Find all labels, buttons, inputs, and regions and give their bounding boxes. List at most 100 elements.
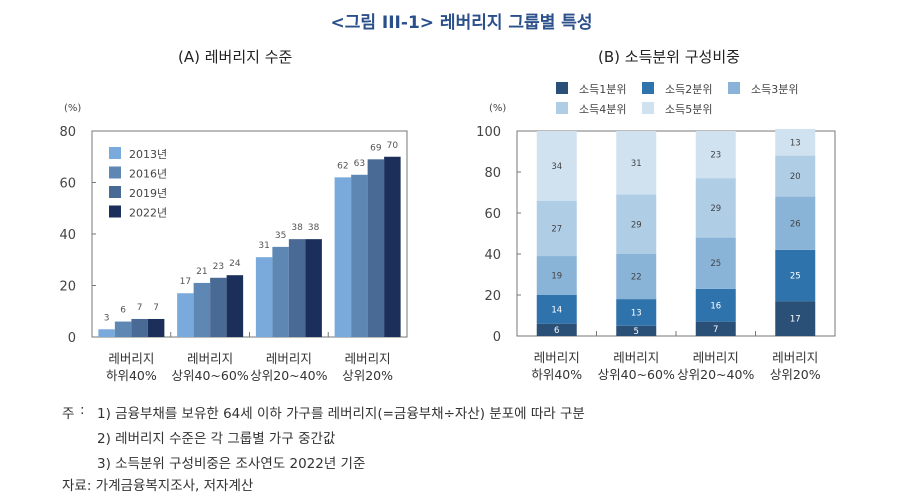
- chart-b-data-label: 19: [551, 272, 562, 282]
- chart-b-legend-swatch: [642, 82, 654, 94]
- chart-b-data-label: 13: [631, 308, 642, 318]
- chart-b-data-label: 14: [551, 305, 562, 315]
- chart-b-legend-swatch: [556, 102, 568, 114]
- chart-a-title: (A) 레버리지 수준: [178, 48, 293, 66]
- chart-a-legend-swatch: [109, 147, 121, 159]
- chart-b-title: (B) 소득분위 구성비중: [598, 48, 740, 66]
- chart-a-legend-swatch: [109, 166, 121, 179]
- chart-a-data-label: 35: [275, 231, 286, 241]
- chart-a-data-label: 31: [258, 241, 269, 251]
- chart-a-bar: [351, 174, 368, 337]
- note-1: 1) 금융부채를 보유한 64세 이하 가구를 레버리지(=금융부채÷자산) 분…: [97, 406, 585, 422]
- chart-b-xtick-label: 레버리지: [693, 350, 739, 365]
- chart-a-data-label: 7: [137, 303, 143, 313]
- chart-b-ytick-label: 100: [476, 125, 501, 140]
- chart-a-data-label: 3: [104, 313, 110, 323]
- chart-b-xtick-label: 상위20%: [770, 367, 821, 382]
- chart-b-bar-segment: [536, 131, 577, 201]
- chart-b-data-label: 34: [551, 162, 562, 172]
- chart-a-xtick-label: 레버리지: [187, 351, 233, 366]
- chart-b-bar-segment: [775, 155, 816, 197]
- chart-b-bar-segment: [536, 295, 577, 324]
- chart-a-bar: [193, 282, 211, 337]
- chart-b-ylabel: (%): [489, 103, 506, 114]
- chart-a-xtick-label: 상위40~60%: [172, 368, 249, 383]
- chart-b-data-label: 25: [710, 259, 721, 269]
- chart-a-legend-swatch: [109, 205, 121, 218]
- chart-a-data-label: 23: [213, 262, 224, 272]
- chart-a-legend-label: 2016년: [129, 168, 167, 181]
- chart-b-data-label: 29: [710, 204, 721, 214]
- chart-b-data-label: 20: [790, 172, 801, 182]
- chart-b-legend-swatch: [728, 82, 740, 94]
- chart-a-bar: [210, 277, 227, 337]
- chart-a-legend-label: 2022년: [129, 207, 167, 220]
- chart-a-data-label: 17: [180, 277, 191, 287]
- chart-a-ytick-label: 40: [59, 228, 76, 243]
- chart-b-bar-segment: [616, 325, 657, 336]
- chart-a-data-label: 24: [229, 259, 241, 269]
- chart-a-bar: [272, 246, 289, 337]
- chart-a-bar: [334, 177, 352, 337]
- chart-b-legend-swatch: [642, 102, 654, 114]
- chart-a-data-label: 7: [153, 303, 159, 313]
- chart-b-data-label: 16: [710, 301, 721, 311]
- chart-b-ytick-label: 20: [484, 289, 501, 304]
- chart-b-bar-segment: [695, 131, 736, 179]
- chart-a-xtick-label: 상위20%: [342, 368, 393, 383]
- note-3: 3) 소득분위 구성비중은 조사연도 2022년 기준: [97, 456, 366, 472]
- chart-a-legend-label: 2019년: [129, 187, 167, 200]
- chart-a-data-label: 70: [387, 141, 399, 151]
- chart-a-bar: [288, 239, 306, 337]
- chart-a-data-label: 62: [337, 161, 348, 171]
- chart-a-bar: [305, 239, 322, 337]
- chart-a-legend-swatch: [109, 186, 121, 198]
- chart-a-xtick-label: 하위40%: [106, 368, 157, 383]
- chart-b-bar-segment: [695, 321, 736, 336]
- chart-b-bar-segment: [775, 128, 816, 156]
- chart-a-bar: [147, 318, 165, 337]
- chart-a-data-label: 69: [370, 143, 382, 153]
- chart-b-bar-segment: [775, 301, 816, 336]
- chart-b-bar-segment: [695, 288, 736, 322]
- chart-b-bar-segment: [775, 196, 816, 250]
- chart-b-bar-segment: [616, 131, 657, 195]
- chart-b-xtick-label: 레버리지: [613, 350, 659, 365]
- note-colon: :: [80, 402, 85, 418]
- chart-a-ytick-label: 0: [68, 331, 76, 346]
- note-2: 2) 레버리지 수준은 각 그룹별 가구 중간값: [97, 431, 336, 447]
- chart-a-xtick-label: 레버리지: [108, 351, 154, 366]
- chart-b-data-label: 6: [554, 326, 559, 336]
- chart-a-data-label: 38: [291, 223, 303, 233]
- chart-b-bar-segment: [616, 194, 657, 254]
- chart-b-data-label: 25: [790, 272, 801, 282]
- chart-b-xtick-label: 레버리지: [534, 350, 580, 365]
- chart-b-data-label: 31: [631, 159, 642, 169]
- chart-b-ytick-label: 40: [484, 248, 501, 263]
- chart-b-bar-segment: [536, 200, 577, 257]
- chart-a-data-label: 38: [308, 223, 320, 233]
- chart-b-legend-label: 소득3분위: [751, 83, 798, 96]
- chart-a-bar: [98, 329, 115, 337]
- chart-b-xtick-label: 하위40%: [531, 367, 582, 382]
- chart-b-data-label: 7: [713, 325, 718, 335]
- chart-a-xtick-label: 상위20~40%: [250, 368, 327, 383]
- chart-b-bar-segment: [616, 299, 657, 326]
- chart-b-xtick-label: 레버리지: [772, 350, 818, 365]
- chart-b-data-label: 22: [631, 273, 642, 283]
- chart-a-bar: [114, 321, 132, 337]
- chart-b-bar-segment: [536, 323, 577, 336]
- chart-b-legend-label: 소득2분위: [665, 83, 712, 96]
- chart-a-bar: [177, 293, 194, 337]
- chart-b-data-label: 13: [790, 138, 801, 148]
- chart-b-xtick-label: 상위20~40%: [677, 367, 754, 382]
- chart-a-ytick-label: 20: [59, 280, 76, 295]
- chart-b-ytick-label: 0: [493, 330, 501, 345]
- chart-a-bar: [226, 275, 244, 337]
- chart-b-bar-segment: [616, 254, 657, 300]
- chart-b-ytick-label: 80: [484, 166, 501, 181]
- chart-b-ytick-label: 60: [484, 207, 501, 222]
- chart-b-data-label: 23: [710, 151, 721, 161]
- chart-b-bar-segment: [775, 249, 816, 302]
